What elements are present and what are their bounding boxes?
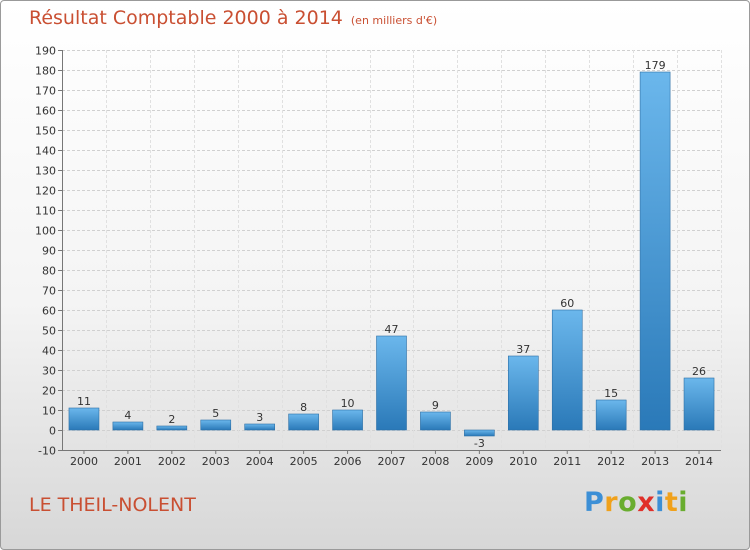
chart-title: Résultat Comptable 2000 à 2014 (en millie… — [29, 7, 437, 29]
bar — [507, 355, 539, 431]
x-tick-label: 2005 — [290, 455, 318, 468]
logo-letter: x — [637, 487, 656, 518]
bar-value-label: 10 — [341, 397, 355, 410]
bar-value-label: 4 — [124, 409, 131, 422]
y-axis: -10 0 10 20 30 40 50 60 70 80 90 100 110 120 130 140 150… — [35, 45, 63, 458]
y-tick-label: 70 — [42, 285, 56, 298]
x-tick-label: 2012 — [597, 455, 625, 468]
x-tick-label: 2014 — [685, 455, 713, 468]
bar-value-label: 2 — [168, 413, 175, 426]
y-tick-label: 140 — [35, 145, 56, 158]
bar — [595, 399, 627, 431]
x-axis: 2000 2001 2002 2003 2004 2005 2006 2007 2008 2009… — [62, 450, 721, 468]
bar — [112, 421, 144, 431]
logo-letter: o — [618, 487, 638, 518]
bar — [200, 419, 232, 431]
bar — [420, 411, 451, 431]
y-tick-label: 190 — [35, 45, 56, 58]
y-tick-label: 180 — [35, 65, 56, 78]
x-tick-label: 2011 — [553, 455, 581, 468]
x-tick-label: 2003 — [202, 455, 230, 468]
title-unit: (en milliers d'€) — [350, 14, 438, 27]
bar-value-label: 11 — [77, 395, 91, 408]
y-tick-label: 10 — [42, 405, 56, 418]
y-tick-label: 120 — [35, 185, 56, 198]
x-tick-label: 2009 — [465, 455, 493, 468]
logo-letter: t — [664, 487, 679, 518]
y-tick-label: 170 — [35, 85, 56, 98]
x-tick-label: 2006 — [334, 455, 362, 468]
y-tick-label: 100 — [35, 225, 56, 238]
bar — [288, 413, 319, 431]
bar-value-label: 26 — [692, 365, 706, 378]
title-text: Résultat Comptable 2000 à 2014 — [29, 7, 343, 29]
x-tick-label: 2013 — [641, 455, 669, 468]
bar — [376, 335, 407, 431]
bar-value-label: -3 — [474, 437, 485, 450]
x-tick-label: 2000 — [70, 455, 98, 468]
y-tick-label: 0 — [49, 425, 56, 438]
bar — [683, 377, 715, 431]
logo-letter: i — [655, 487, 665, 518]
logo-letter: P — [584, 487, 605, 518]
y-tick-label: 150 — [35, 125, 56, 138]
bar — [464, 429, 495, 437]
y-tick-label: 40 — [42, 345, 56, 358]
logo-letter: i — [678, 487, 689, 518]
x-tick-label: 2010 — [509, 455, 537, 468]
x-tick-label: 2007 — [378, 455, 406, 468]
bar — [639, 71, 671, 431]
y-tick-label: 60 — [42, 305, 56, 318]
proxiti-logo: Proxiti — [584, 487, 688, 518]
y-tick-label: 50 — [42, 325, 56, 338]
bar — [156, 425, 188, 431]
x-tick-label: 2008 — [421, 455, 449, 468]
grid-lines — [62, 50, 722, 451]
bars: 11 4 2 5 3 8 10 47 9 -3 37 60 15 179 26 — [68, 59, 715, 450]
x-tick-label: 2001 — [114, 455, 142, 468]
x-tick-label: 2004 — [246, 455, 274, 468]
bar — [332, 409, 363, 431]
bar-value-label: 5 — [212, 407, 219, 420]
bar-value-label: 8 — [300, 401, 307, 414]
bar-value-label: 47 — [385, 323, 399, 336]
y-tick-label: 160 — [35, 105, 56, 118]
bar-value-label: 9 — [432, 399, 439, 412]
x-tick-label: 2002 — [158, 455, 186, 468]
y-tick-label: -10 — [38, 445, 56, 458]
bar — [551, 309, 583, 431]
y-tick-label: 90 — [42, 245, 56, 258]
y-tick-label: 30 — [42, 365, 56, 378]
logo-letter: r — [604, 487, 619, 518]
y-tick-label: 110 — [35, 205, 56, 218]
bar-value-label: 179 — [645, 59, 666, 72]
y-tick-label: 80 — [42, 265, 56, 278]
bar-value-label: 15 — [604, 387, 618, 400]
bar-value-label: 3 — [256, 411, 263, 424]
bar-value-label: 37 — [516, 343, 530, 356]
bar — [244, 423, 275, 431]
bar — [68, 407, 100, 431]
y-tick-label: 130 — [35, 165, 56, 178]
bar-value-label: 60 — [560, 297, 574, 310]
y-tick-label: 20 — [42, 385, 56, 398]
commune-name: LE THEIL-NOLENT — [29, 494, 196, 516]
